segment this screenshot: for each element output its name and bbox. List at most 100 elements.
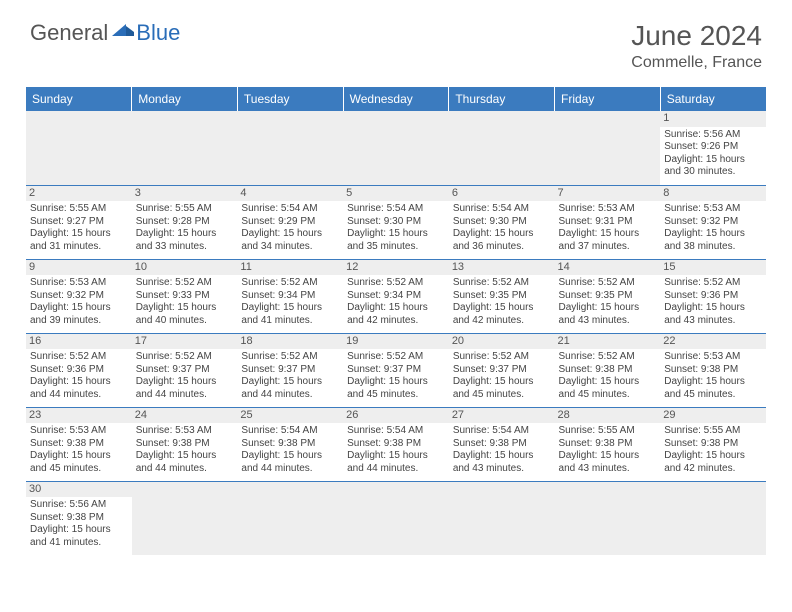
sunrise-text: Sunrise: 5:52 AM xyxy=(136,277,234,290)
daylight-text: and 44 minutes. xyxy=(30,389,128,402)
daylight-text: and 39 minutes. xyxy=(30,315,128,328)
sunrise-text: Sunrise: 5:53 AM xyxy=(664,351,762,364)
sunrise-text: Sunrise: 5:53 AM xyxy=(30,277,128,290)
daylight-text: Daylight: 15 hours xyxy=(453,376,551,389)
sunrise-text: Sunrise: 5:52 AM xyxy=(664,277,762,290)
calendar-cell: 3Sunrise: 5:55 AMSunset: 9:28 PMDaylight… xyxy=(132,185,238,259)
day-number: 16 xyxy=(26,334,132,350)
daylight-text: and 44 minutes. xyxy=(136,463,234,476)
sunset-text: Sunset: 9:38 PM xyxy=(30,512,128,525)
sunset-text: Sunset: 9:38 PM xyxy=(664,438,762,451)
daylight-text: and 45 minutes. xyxy=(347,389,445,402)
calendar-cell: 14Sunrise: 5:52 AMSunset: 9:35 PMDayligh… xyxy=(555,259,661,333)
calendar-cell: 10Sunrise: 5:52 AMSunset: 9:33 PMDayligh… xyxy=(132,259,238,333)
sunrise-text: Sunrise: 5:52 AM xyxy=(347,351,445,364)
day-number: 12 xyxy=(343,260,449,276)
daylight-text: Daylight: 15 hours xyxy=(559,450,657,463)
sunset-text: Sunset: 9:37 PM xyxy=(453,364,551,377)
page-title: June 2024 xyxy=(631,20,762,52)
calendar-cell: 17Sunrise: 5:52 AMSunset: 9:37 PMDayligh… xyxy=(132,333,238,407)
daylight-text: Daylight: 15 hours xyxy=(664,228,762,241)
sunset-text: Sunset: 9:37 PM xyxy=(241,364,339,377)
sunrise-text: Sunrise: 5:52 AM xyxy=(453,277,551,290)
daylight-text: and 35 minutes. xyxy=(347,241,445,254)
day-number: 21 xyxy=(555,334,661,350)
daylight-text: and 44 minutes. xyxy=(241,463,339,476)
calendar-cell: 12Sunrise: 5:52 AMSunset: 9:34 PMDayligh… xyxy=(343,259,449,333)
calendar-cell: 8Sunrise: 5:53 AMSunset: 9:32 PMDaylight… xyxy=(660,185,766,259)
sunset-text: Sunset: 9:36 PM xyxy=(664,290,762,303)
logo: General Blue xyxy=(30,20,180,46)
day-number: 7 xyxy=(555,186,661,202)
sunset-text: Sunset: 9:32 PM xyxy=(664,216,762,229)
daylight-text: Daylight: 15 hours xyxy=(347,450,445,463)
calendar-week-row: 2Sunrise: 5:55 AMSunset: 9:27 PMDaylight… xyxy=(26,185,766,259)
sunrise-text: Sunrise: 5:54 AM xyxy=(347,425,445,438)
sunrise-text: Sunrise: 5:54 AM xyxy=(453,203,551,216)
sunset-text: Sunset: 9:34 PM xyxy=(347,290,445,303)
day-number: 10 xyxy=(132,260,238,276)
sunrise-text: Sunrise: 5:54 AM xyxy=(453,425,551,438)
daylight-text: Daylight: 15 hours xyxy=(241,302,339,315)
sunset-text: Sunset: 9:29 PM xyxy=(241,216,339,229)
sunrise-text: Sunrise: 5:52 AM xyxy=(241,277,339,290)
daylight-text: Daylight: 15 hours xyxy=(664,376,762,389)
sunset-text: Sunset: 9:30 PM xyxy=(347,216,445,229)
daylight-text: and 41 minutes. xyxy=(30,537,128,550)
daylight-text: Daylight: 15 hours xyxy=(664,450,762,463)
daylight-text: Daylight: 15 hours xyxy=(559,228,657,241)
daylight-text: Daylight: 15 hours xyxy=(453,302,551,315)
day-number: 6 xyxy=(449,186,555,202)
day-number: 18 xyxy=(237,334,343,350)
day-number: 4 xyxy=(237,186,343,202)
day-number: 8 xyxy=(660,186,766,202)
sunrise-text: Sunrise: 5:54 AM xyxy=(347,203,445,216)
daylight-text: and 43 minutes. xyxy=(453,463,551,476)
calendar-cell: 21Sunrise: 5:52 AMSunset: 9:38 PMDayligh… xyxy=(555,333,661,407)
sunset-text: Sunset: 9:31 PM xyxy=(559,216,657,229)
col-sunday: Sunday xyxy=(26,87,132,111)
location-label: Commelle, France xyxy=(631,54,762,72)
col-saturday: Saturday xyxy=(660,87,766,111)
calendar-cell xyxy=(449,481,555,555)
day-number: 14 xyxy=(555,260,661,276)
sunrise-text: Sunrise: 5:52 AM xyxy=(136,351,234,364)
daylight-text: Daylight: 15 hours xyxy=(30,524,128,537)
sunrise-text: Sunrise: 5:52 AM xyxy=(453,351,551,364)
daylight-text: and 38 minutes. xyxy=(664,241,762,254)
day-number: 30 xyxy=(26,482,132,498)
sunset-text: Sunset: 9:38 PM xyxy=(559,364,657,377)
calendar-week-row: 1Sunrise: 5:56 AMSunset: 9:26 PMDaylight… xyxy=(26,111,766,185)
calendar-cell xyxy=(26,111,132,185)
calendar-cell: 22Sunrise: 5:53 AMSunset: 9:38 PMDayligh… xyxy=(660,333,766,407)
calendar-cell: 30Sunrise: 5:56 AMSunset: 9:38 PMDayligh… xyxy=(26,481,132,555)
sunset-text: Sunset: 9:30 PM xyxy=(453,216,551,229)
daylight-text: and 45 minutes. xyxy=(559,389,657,402)
daylight-text: and 41 minutes. xyxy=(241,315,339,328)
col-tuesday: Tuesday xyxy=(237,87,343,111)
daylight-text: and 43 minutes. xyxy=(664,315,762,328)
sunset-text: Sunset: 9:38 PM xyxy=(30,438,128,451)
calendar-cell: 20Sunrise: 5:52 AMSunset: 9:37 PMDayligh… xyxy=(449,333,555,407)
calendar-cell: 23Sunrise: 5:53 AMSunset: 9:38 PMDayligh… xyxy=(26,407,132,481)
col-monday: Monday xyxy=(132,87,238,111)
sunrise-text: Sunrise: 5:53 AM xyxy=(559,203,657,216)
sunrise-text: Sunrise: 5:54 AM xyxy=(241,203,339,216)
calendar-cell: 29Sunrise: 5:55 AMSunset: 9:38 PMDayligh… xyxy=(660,407,766,481)
day-number: 26 xyxy=(343,408,449,424)
col-thursday: Thursday xyxy=(449,87,555,111)
calendar-cell: 16Sunrise: 5:52 AMSunset: 9:36 PMDayligh… xyxy=(26,333,132,407)
logo-text-blue: Blue xyxy=(136,20,180,46)
calendar-table: Sunday Monday Tuesday Wednesday Thursday… xyxy=(26,87,766,555)
sunset-text: Sunset: 9:34 PM xyxy=(241,290,339,303)
day-number: 1 xyxy=(660,111,766,127)
calendar-cell xyxy=(660,481,766,555)
daylight-text: and 34 minutes. xyxy=(241,241,339,254)
daylight-text: Daylight: 15 hours xyxy=(136,450,234,463)
sunset-text: Sunset: 9:38 PM xyxy=(136,438,234,451)
daylight-text: Daylight: 15 hours xyxy=(136,302,234,315)
day-number: 9 xyxy=(26,260,132,276)
sunset-text: Sunset: 9:33 PM xyxy=(136,290,234,303)
daylight-text: Daylight: 15 hours xyxy=(453,228,551,241)
header: General Blue June 2024 Commelle, France xyxy=(0,0,792,82)
